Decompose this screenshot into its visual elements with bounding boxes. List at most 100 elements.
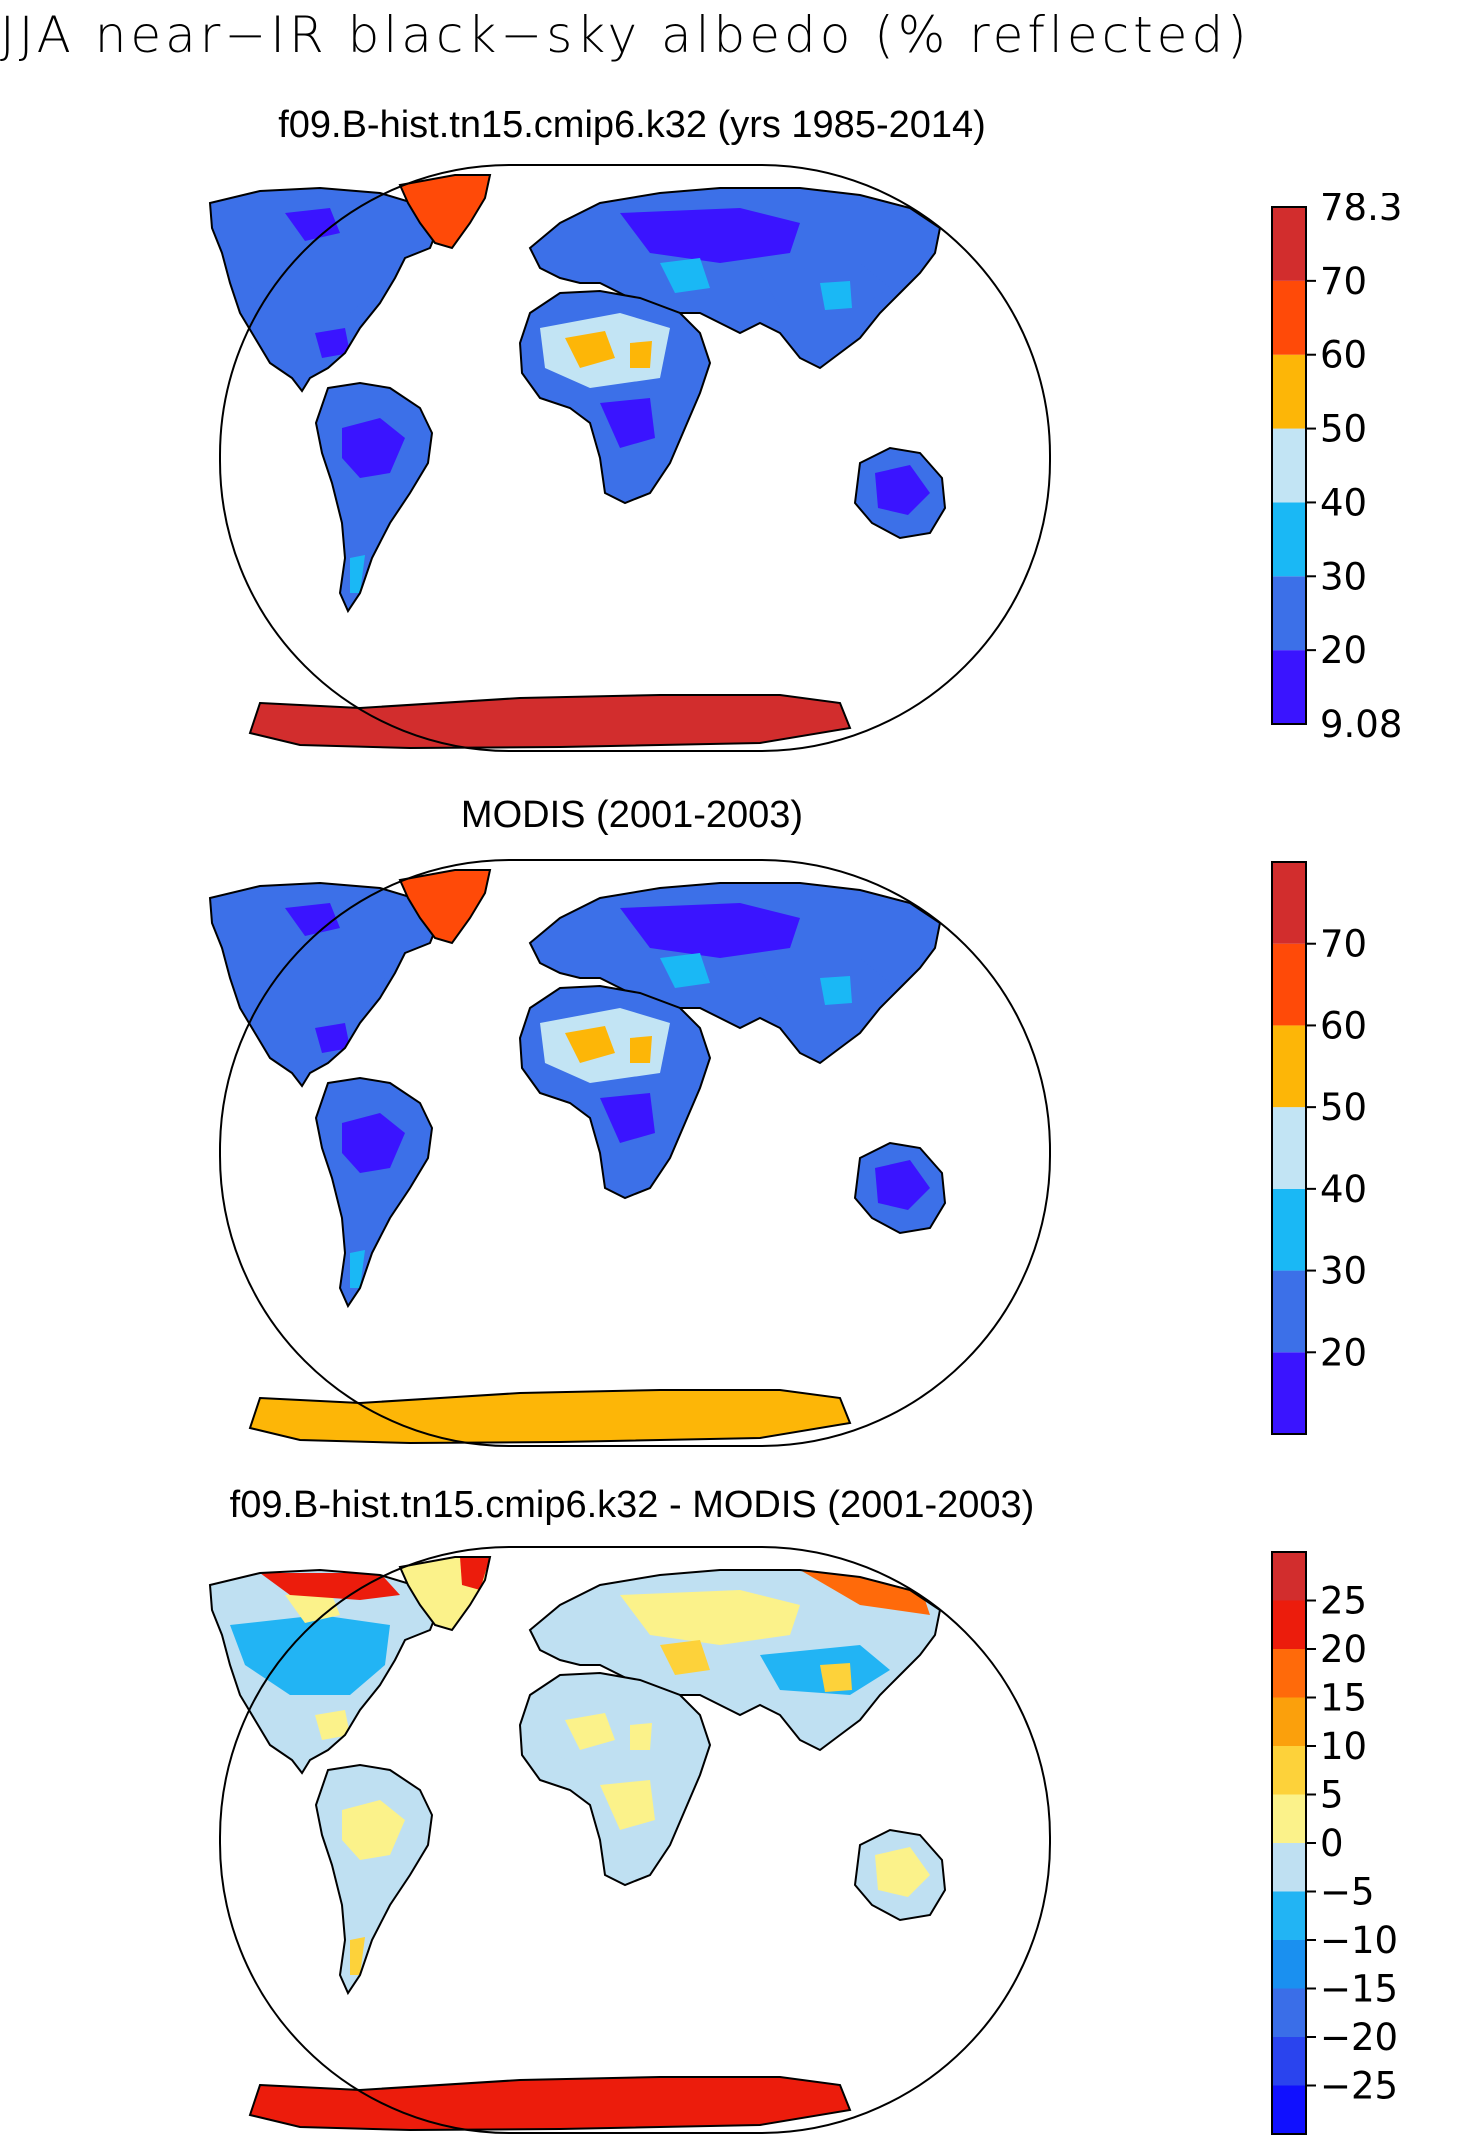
greenland-coastline bbox=[398, 174, 492, 250]
australia-coastline bbox=[853, 1141, 947, 1235]
colorbar-swatch bbox=[1272, 1988, 1306, 2037]
colorbar-tick-label: −25 bbox=[1320, 2065, 1398, 2108]
colorbar-swatch bbox=[1272, 1025, 1306, 1108]
colorbar-tick-label: 20 bbox=[1320, 1628, 1367, 1671]
colorbar-swatch bbox=[1272, 2085, 1306, 2134]
colorbar-swatch bbox=[1272, 502, 1306, 577]
africa-region-3 bbox=[600, 398, 655, 448]
colorbar-frame bbox=[1271, 206, 1307, 725]
colorbar-swatch bbox=[1272, 354, 1306, 429]
colorbar-swatch bbox=[1272, 1940, 1306, 1989]
africa-region-1 bbox=[565, 1026, 615, 1063]
africa-coastline bbox=[518, 984, 712, 1200]
panel-3-colorbar: −25 −20 −15 −10 −5 0 5 10 15 20 25 bbox=[1271, 1551, 1398, 2135]
europe-detail bbox=[620, 208, 890, 313]
africa-region-1 bbox=[565, 1713, 615, 1750]
samerica-region-1 bbox=[350, 555, 365, 593]
colorbar-tick-label: 70 bbox=[1320, 923, 1367, 966]
figure-title: JJA near−IR black−sky albedo (% reflecte… bbox=[0, 6, 1251, 64]
colorbar-tick-label: −20 bbox=[1320, 2016, 1398, 2059]
colorbar-swatch bbox=[1272, 650, 1306, 724]
namerica-region-2 bbox=[315, 328, 350, 358]
colorbar-tick-label: 20 bbox=[1320, 629, 1367, 672]
antarctica-coastline bbox=[248, 1389, 852, 1445]
colorbar-swatch bbox=[1272, 2037, 1306, 2086]
samerica-coastline bbox=[314, 381, 434, 614]
samerica-region-1 bbox=[350, 1250, 365, 1288]
panel-3-map bbox=[208, 1546, 1051, 2134]
colorbar-tick-label: 70 bbox=[1320, 260, 1367, 303]
europe-region-2 bbox=[660, 953, 710, 988]
samerica-detail bbox=[342, 1800, 405, 1975]
colorbar-swatch bbox=[1272, 943, 1306, 1026]
namerica-region-2 bbox=[315, 1023, 350, 1053]
greenland-fill bbox=[400, 870, 490, 943]
colorbar-swatch bbox=[1272, 1697, 1306, 1746]
australia-detail bbox=[875, 1847, 930, 1897]
colorbar-tick-label: 40 bbox=[1320, 481, 1367, 524]
namerica-region-1 bbox=[285, 1590, 340, 1623]
panel-2-map bbox=[208, 859, 1051, 1447]
namerica-region-1 bbox=[285, 903, 340, 936]
australia-region-0 bbox=[875, 1160, 930, 1210]
siberia-arctic-diff bbox=[800, 1570, 930, 1615]
colorbar-swatch bbox=[1272, 1746, 1306, 1795]
africa-region-1 bbox=[565, 331, 615, 368]
europe-detail bbox=[620, 903, 890, 1008]
europe-fill bbox=[530, 1570, 940, 1750]
africa-region-3 bbox=[600, 1093, 655, 1143]
projection-frame bbox=[219, 164, 1051, 752]
colorbar-tick-label: 9.08 bbox=[1320, 703, 1402, 738]
colorbar-swatch bbox=[1272, 428, 1306, 503]
colorbar-swatch bbox=[1272, 1352, 1306, 1434]
namerica-region-1 bbox=[285, 208, 340, 241]
australia-region-0 bbox=[875, 465, 930, 515]
samerica-detail bbox=[342, 418, 405, 593]
greenland-coastline bbox=[398, 1556, 492, 1632]
europe-region-3 bbox=[820, 976, 852, 1005]
samerica-detail bbox=[342, 1113, 405, 1288]
europe-region-2 bbox=[660, 1640, 710, 1675]
europe-region-0 bbox=[620, 1590, 800, 1645]
colorbar-frame bbox=[1271, 861, 1307, 1435]
colorbar-tick-label: 30 bbox=[1320, 1250, 1367, 1293]
colorbar-tick-label: −15 bbox=[1320, 1968, 1398, 2011]
europe-region-0 bbox=[620, 903, 800, 958]
colorbar-swatch bbox=[1272, 1843, 1306, 1892]
colorbar-tick-label: 0 bbox=[1320, 1822, 1344, 1865]
projection-frame bbox=[219, 1546, 1051, 2134]
greenland-fill bbox=[400, 175, 490, 248]
africa-detail bbox=[540, 1695, 670, 1830]
colorbar-swatch bbox=[1272, 1552, 1306, 1601]
panel-1-colorbar: 9.08 20 30 40 50 60 70 78.3 bbox=[1271, 193, 1402, 738]
colorbar-swatch bbox=[1272, 576, 1306, 651]
europe-fill bbox=[530, 883, 940, 1063]
colorbar-swatch bbox=[1272, 1107, 1306, 1189]
antarctica-fill bbox=[250, 1390, 850, 1443]
europe-region-3 bbox=[820, 281, 852, 310]
africa-region-3 bbox=[600, 1780, 655, 1830]
australia-coastline bbox=[853, 446, 947, 540]
colorbar-tick-label: 40 bbox=[1320, 1168, 1367, 1211]
europe-fill bbox=[530, 188, 940, 368]
colorbar-tick-label: −5 bbox=[1320, 1871, 1375, 1914]
europe-coastline bbox=[528, 187, 942, 370]
samerica-coastline bbox=[314, 1763, 434, 1996]
colorbar-tick-label: 15 bbox=[1320, 1677, 1367, 1720]
africa-coastline bbox=[518, 289, 712, 505]
africa-detail bbox=[540, 1008, 670, 1143]
colorbar-tick-label: 60 bbox=[1320, 1004, 1367, 1047]
namerica-arctic-diff bbox=[260, 1573, 400, 1600]
colorbar-swatch bbox=[1272, 1891, 1306, 1940]
africa-region-2 bbox=[630, 341, 652, 368]
europe-coastline bbox=[528, 882, 942, 1065]
greenland-coastline bbox=[398, 869, 492, 945]
namerica-region-2 bbox=[315, 1710, 350, 1740]
europe-coastline bbox=[528, 1569, 942, 1752]
samerica-coastline bbox=[314, 1076, 434, 1309]
antarctica-coastline bbox=[248, 694, 852, 750]
colorbar-tick-label: 30 bbox=[1320, 555, 1367, 598]
australia-detail bbox=[875, 1160, 930, 1210]
colorbar-tick-label: 20 bbox=[1320, 1331, 1367, 1374]
colorbar-tick-label: 5 bbox=[1320, 1774, 1344, 1817]
